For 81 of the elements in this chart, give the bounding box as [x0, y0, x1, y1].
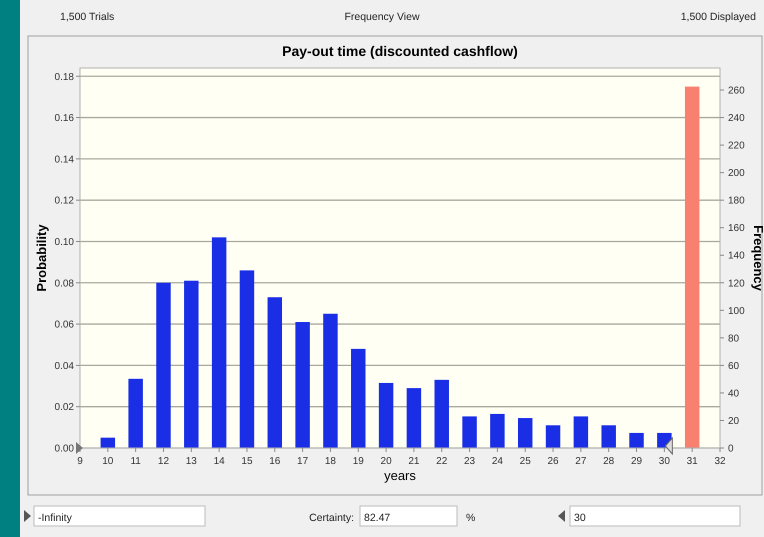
- bar: [323, 314, 338, 448]
- bar: [378, 382, 394, 448]
- x-tick-label: 30: [658, 456, 670, 467]
- x-tick-label: 14: [214, 456, 226, 467]
- x-tick-label: 24: [492, 456, 504, 467]
- x-tick-label: 9: [77, 456, 84, 467]
- bar: [518, 418, 532, 448]
- x-tick-label: 26: [547, 456, 560, 467]
- x-tick-label: 18: [324, 456, 336, 467]
- y-tick-label: 0.00: [54, 444, 74, 454]
- y2-tick-label: 60: [728, 360, 740, 372]
- text: %: [466, 512, 476, 524]
- y2-axis-title: Frequency: [751, 225, 764, 292]
- x-tick-label: 27: [575, 456, 587, 467]
- x-tick-label: 31: [686, 456, 698, 467]
- x-tick-label: 21: [408, 456, 420, 467]
- x-tick-label: 32: [714, 456, 726, 467]
- x-tick-label: 12: [158, 456, 170, 467]
- x-tick-label: 25: [520, 456, 532, 467]
- x-tick-label: 15: [241, 456, 253, 467]
- bar: [128, 378, 143, 448]
- x-tick-label: 28: [603, 456, 615, 467]
- y-tick-label: 0.16: [54, 113, 74, 124]
- x-tick-label: 16: [269, 456, 281, 467]
- y2-tick-label: 220: [728, 140, 746, 152]
- bar: [268, 297, 282, 448]
- y2-tick-label: 20: [728, 416, 740, 427]
- bar: [212, 237, 226, 448]
- y2-tick-label: 140: [728, 250, 746, 262]
- bar: [184, 280, 199, 448]
- x-tick-label: 23: [464, 456, 476, 467]
- y-tick-label: 0.18: [54, 72, 74, 83]
- x-tick-label: 19: [352, 456, 364, 467]
- y2-tick-label: 240: [728, 113, 746, 124]
- bar: [574, 416, 588, 448]
- x-tick-label: 20: [380, 456, 392, 467]
- x-tick-label: 29: [630, 456, 643, 467]
- y2-tick-label: 200: [728, 168, 746, 180]
- bar: [684, 86, 700, 448]
- text: 1,500 Trials: [60, 11, 114, 23]
- bar: [490, 414, 505, 448]
- text: 30: [574, 512, 586, 524]
- chart-title: Pay-out time (discounted cashflow): [282, 43, 518, 59]
- y-tick-label: 0.06: [54, 320, 74, 331]
- y2-tick-label: 100: [728, 306, 746, 317]
- y-tick-label: 0.14: [54, 154, 74, 166]
- x-tick-label: 10: [102, 456, 114, 467]
- y-tick-label: 0.10: [54, 236, 74, 248]
- y2-tick-label: 180: [728, 196, 746, 207]
- y-tick-label: 0.04: [54, 360, 74, 372]
- y-axis-title: Probability: [34, 224, 49, 292]
- y-tick-label: 0.08: [54, 278, 74, 290]
- x-tick-label: 22: [436, 456, 448, 467]
- text: Frequency View: [344, 11, 420, 23]
- bar: [156, 282, 171, 448]
- y2-tick-label: 80: [728, 333, 740, 344]
- bar: [100, 438, 116, 448]
- y2-tick-label: 160: [728, 223, 746, 234]
- bar: [546, 425, 560, 448]
- y2-tick-label: 120: [728, 278, 746, 290]
- bar: [629, 432, 644, 448]
- text: -Infinity: [38, 512, 73, 524]
- bar: [240, 270, 254, 448]
- text: Certainty:: [309, 512, 354, 524]
- y2-tick-label: 40: [728, 388, 740, 400]
- x-tick-label: 17: [297, 456, 309, 467]
- bar: [434, 380, 449, 448]
- bar: [462, 416, 477, 448]
- y2-tick-label: 0: [728, 444, 734, 454]
- y-tick-label: 0.12: [54, 196, 74, 207]
- bar: [406, 388, 422, 448]
- bar: [351, 348, 366, 448]
- text: 1,500 Displayed: [680, 11, 756, 23]
- y-tick-label: 0.02: [54, 402, 74, 414]
- x-axis-title: years: [384, 468, 416, 483]
- x-tick-label: 13: [186, 456, 198, 467]
- x-tick-label: 11: [130, 456, 142, 467]
- bar: [295, 322, 310, 448]
- y2-tick-label: 260: [728, 86, 746, 97]
- text: 82.47: [364, 512, 390, 524]
- bar: [601, 425, 616, 448]
